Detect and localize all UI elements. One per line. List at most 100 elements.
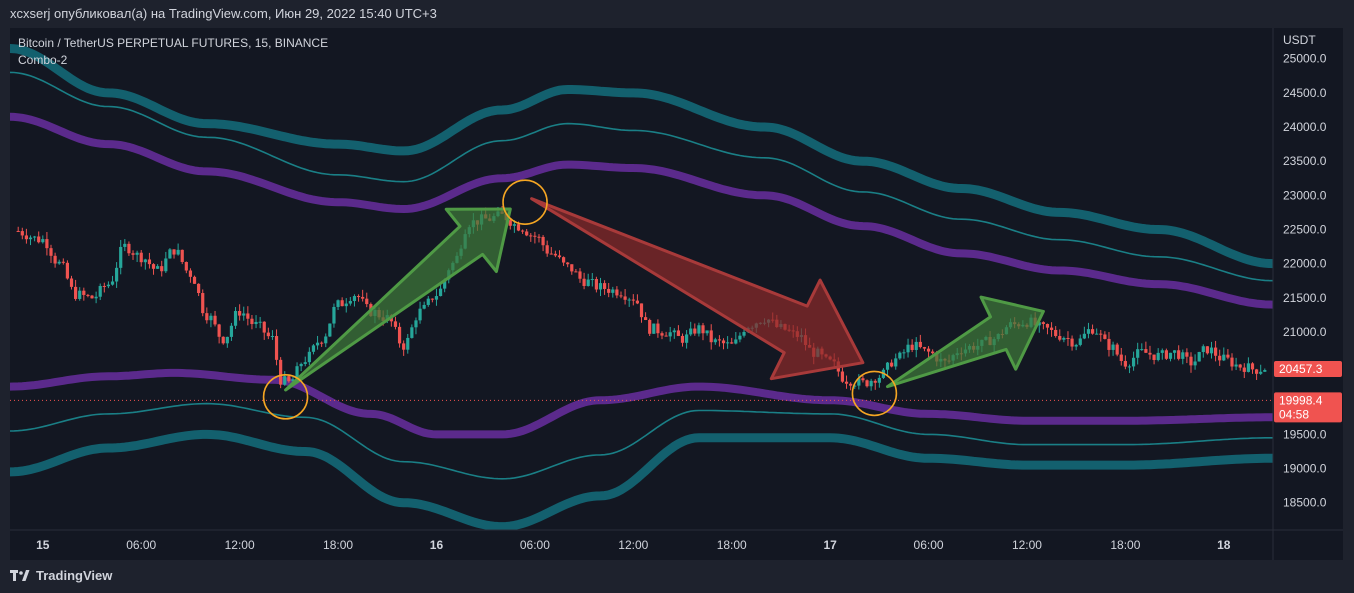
candle-body [1185, 352, 1189, 357]
candle-body [147, 259, 152, 265]
y-tick-label: 24000.0 [1283, 120, 1327, 134]
candle-body [914, 341, 918, 350]
marker-circle-0 [262, 374, 309, 420]
candle-body [156, 266, 160, 269]
candle-body [332, 306, 336, 324]
candle-body [438, 288, 443, 297]
candle-body [906, 344, 910, 353]
x-tick-label: 12:00 [618, 538, 648, 552]
candle-body [717, 339, 722, 341]
x-tick-label: 18:00 [323, 538, 353, 552]
candle-body [922, 347, 927, 349]
candle-body [1045, 323, 1050, 328]
candle-body [287, 376, 291, 382]
candle-body [508, 220, 512, 226]
candle-body [192, 276, 197, 284]
candle-body [598, 283, 603, 290]
candle-body [246, 313, 250, 319]
x-tick-label: 12:00 [225, 538, 255, 552]
candle-body [738, 335, 742, 340]
candle-body [1136, 349, 1140, 358]
candle-body [1119, 354, 1123, 361]
candle-body [1263, 370, 1267, 372]
candle-body [365, 298, 369, 305]
candle-body [324, 336, 328, 344]
candle-body [898, 352, 902, 359]
candle-body [254, 321, 258, 325]
band-outer-upper [10, 44, 1278, 269]
candle-body [1140, 349, 1144, 351]
candle-body [328, 323, 332, 337]
candle-body [205, 313, 209, 321]
candle-body [221, 336, 225, 344]
x-tick-label: 12:00 [1012, 538, 1042, 552]
candle-body [1144, 349, 1148, 353]
candle-body [164, 258, 168, 272]
candle-body [307, 351, 311, 363]
candle-body [648, 319, 652, 334]
price-chart[interactable]: USDT 25000.0 24500.0 24000.0 23500.0 23000.0 2… [10, 28, 1343, 560]
publication-header: xcxserj опубликовал(а) на TradingView.co… [10, 6, 437, 21]
chart-frame[interactable]: USDT 25000.0 24500.0 24000.0 23500.0 23000.0 2… [10, 28, 1343, 560]
candle-body [172, 249, 176, 255]
plot-background [10, 28, 1343, 560]
time-axis-panel [10, 530, 1343, 560]
x-tick-label: 15 [36, 538, 50, 552]
x-tick-label: 16 [430, 538, 444, 552]
candle-body [69, 278, 74, 287]
candle-body [676, 330, 681, 336]
candle-body [1152, 354, 1156, 360]
candle-body [1127, 366, 1132, 368]
candle-body [1111, 344, 1115, 350]
candle-body [106, 284, 111, 287]
candle-body [188, 270, 193, 277]
candle-body [180, 249, 184, 262]
candle-body [250, 318, 254, 325]
candle-body [16, 230, 20, 232]
candle-body [1086, 329, 1091, 334]
candle-body [726, 342, 730, 344]
candle-body [656, 323, 660, 334]
candle-body [1177, 350, 1181, 359]
candle-body [225, 336, 229, 344]
indicator-label[interactable]: Combo-2 [18, 53, 68, 67]
candle-body [151, 264, 156, 269]
candle-body [1131, 357, 1136, 367]
candle-body [209, 315, 213, 321]
candle-body [28, 237, 33, 240]
candle-body [127, 243, 131, 254]
candle-body [578, 271, 582, 279]
candle-body [557, 255, 562, 258]
candle-body [279, 359, 283, 385]
candle-body [713, 339, 717, 343]
candle-body [184, 261, 188, 271]
candle-body [1074, 344, 1078, 347]
candle-body [1172, 350, 1177, 353]
footer-brand[interactable]: TradingView [10, 568, 112, 583]
candle-body [910, 344, 914, 350]
arrow-green-2 [886, 295, 1045, 389]
currency-label: USDT [1283, 33, 1316, 47]
candle-body [41, 239, 45, 243]
candle-body [233, 311, 238, 326]
candle-body [873, 380, 877, 383]
y-tick-label: 24500.0 [1283, 86, 1327, 100]
candle-body [1246, 363, 1250, 372]
candle-body [644, 317, 648, 320]
candle-body [1148, 352, 1152, 355]
candle-body [49, 248, 53, 256]
candle-body [861, 378, 865, 381]
candle-body [1099, 333, 1103, 335]
candle-body [639, 303, 644, 318]
candle-body [1115, 344, 1119, 355]
x-tick-label: 17 [823, 538, 837, 552]
candle-body [931, 351, 935, 354]
candle-body [61, 261, 65, 263]
candle-body [1218, 355, 1222, 361]
candle-body [1062, 337, 1066, 340]
candle-body [1189, 356, 1193, 366]
candle-body [685, 334, 689, 343]
candle-body [529, 235, 533, 237]
candle-body [615, 289, 619, 296]
symbol-title[interactable]: Bitcoin / TetherUS PERPETUAL FUTURES, 15… [18, 36, 329, 50]
